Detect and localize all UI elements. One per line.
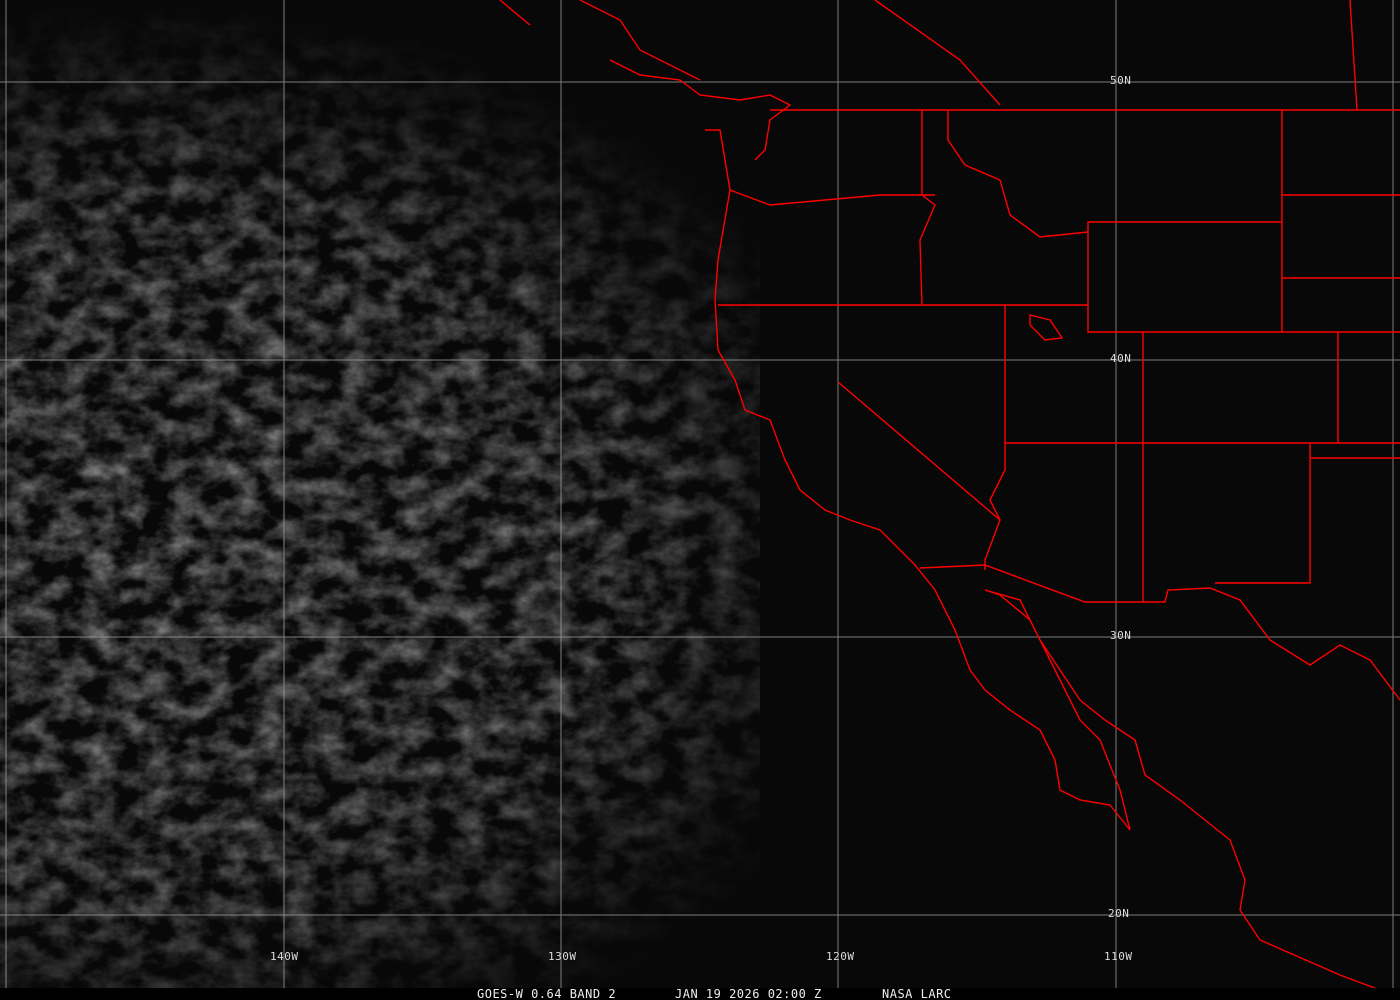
lon-label-140w: 140W [270, 950, 299, 963]
lon-label-110w: 110W [1104, 950, 1133, 963]
lat-label-40n: 40N [1110, 352, 1132, 365]
datetime-label: JAN 19 2026 02:00 Z [675, 987, 822, 1000]
lon-label-120w: 120W [826, 950, 855, 963]
lat-label-50n: 50N [1110, 74, 1132, 87]
product-label: GOES-W 0.64 BAND 2 [477, 987, 617, 1000]
coastline [705, 129, 1381, 991]
lat-label-30n: 30N [1110, 629, 1132, 642]
political-borders [499, 0, 1400, 991]
puget-sound-coast [499, 0, 792, 161]
lat-label-20n: 20N [1108, 907, 1130, 920]
cloud-field [0, 0, 760, 1000]
caption-bar: GOES-W 0.64 BAND 2 JAN 19 2026 02:00 Z N… [0, 987, 1400, 1000]
credit-label: NASA LARC [882, 987, 952, 1000]
lon-label-130w: 130W [548, 950, 577, 963]
